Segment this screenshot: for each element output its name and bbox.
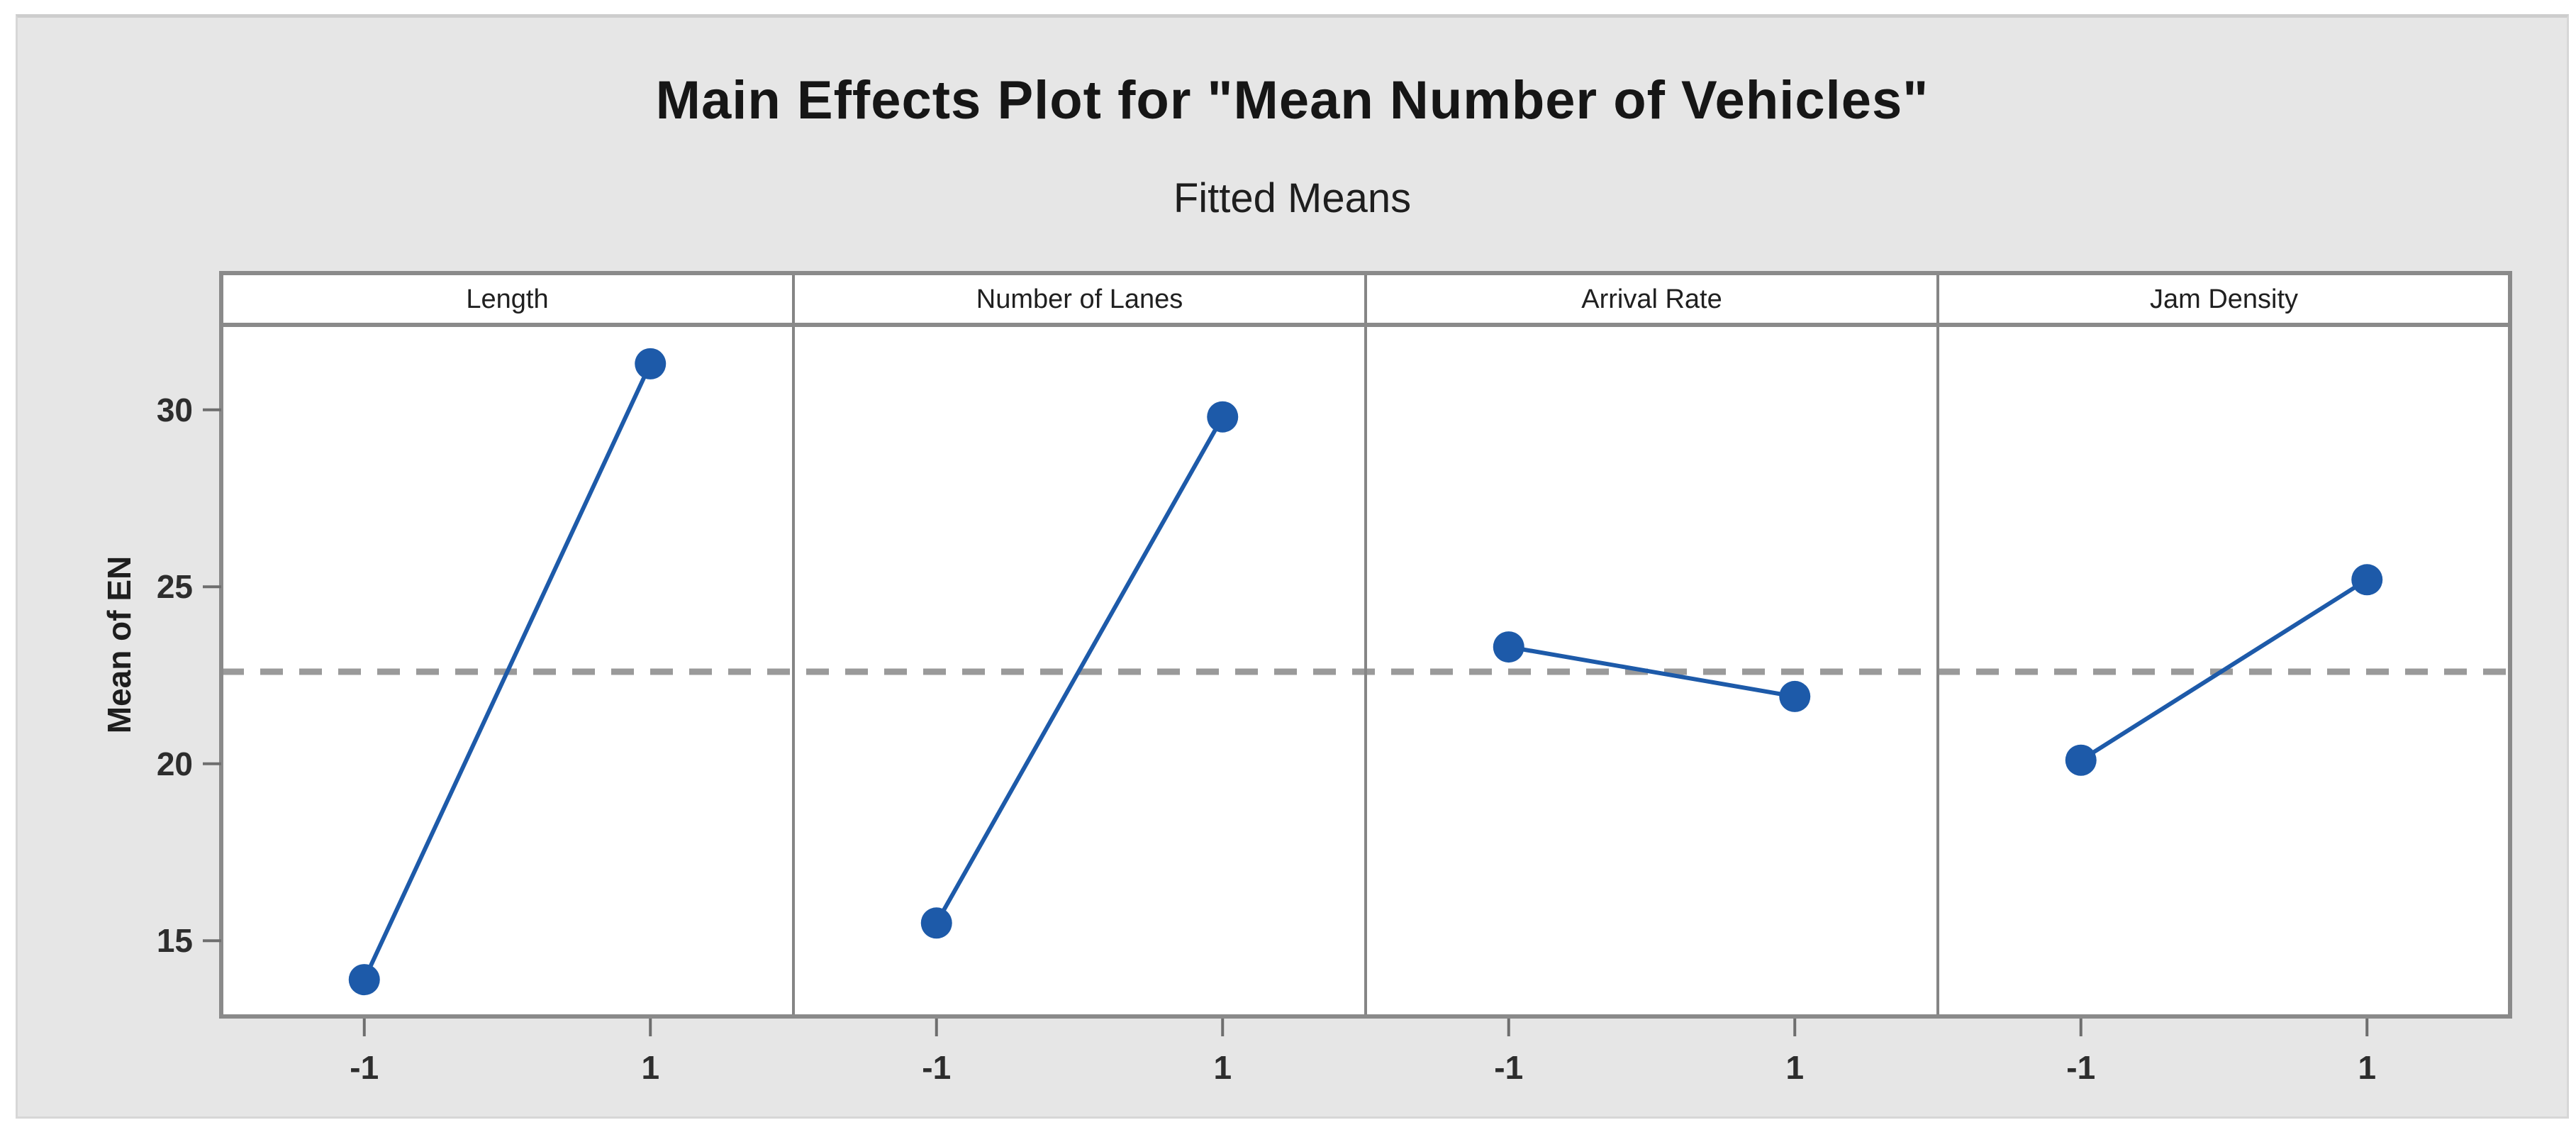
y-tick-label: 20 (156, 745, 193, 782)
panel-header-label: Jam Density (2149, 284, 2299, 314)
x-tick-label: -1 (1494, 1049, 1524, 1086)
x-tick-label: 1 (1213, 1049, 1232, 1086)
data-point-marker (2065, 744, 2097, 776)
data-point-marker (1207, 401, 1239, 433)
panel-header-label: Arrival Rate (1581, 284, 1722, 314)
plot-frame (219, 271, 2512, 1019)
y-tick-label: 25 (156, 568, 193, 606)
x-tick-label: -1 (350, 1049, 379, 1086)
panel-header-label: Length (466, 284, 549, 314)
y-tick-label: 15 (156, 922, 193, 960)
data-point-marker (1779, 680, 1811, 712)
chart-title: Main Effects Plot for "Mean Number of Ve… (655, 70, 1929, 131)
x-tick-label: 1 (2358, 1049, 2377, 1086)
data-point-marker (348, 964, 380, 996)
y-tick-label: 30 (156, 391, 193, 428)
data-point-marker (635, 348, 667, 379)
effect-line (1508, 645, 1795, 699)
effect-line (362, 362, 652, 981)
data-point-marker (920, 907, 952, 939)
effect-line (2080, 577, 2368, 763)
x-tick-label: -1 (2066, 1049, 2096, 1086)
x-tick-label: 1 (641, 1049, 660, 1086)
chart-subtitle: Fitted Means (1173, 175, 1412, 221)
data-point-marker (2351, 564, 2383, 596)
x-tick-label: 1 (1785, 1049, 1805, 1086)
panel-header-label: Number of Lanes (976, 284, 1183, 314)
data-point-marker (1493, 631, 1524, 663)
effect-line (935, 416, 1225, 924)
x-tick-label: -1 (922, 1049, 952, 1086)
